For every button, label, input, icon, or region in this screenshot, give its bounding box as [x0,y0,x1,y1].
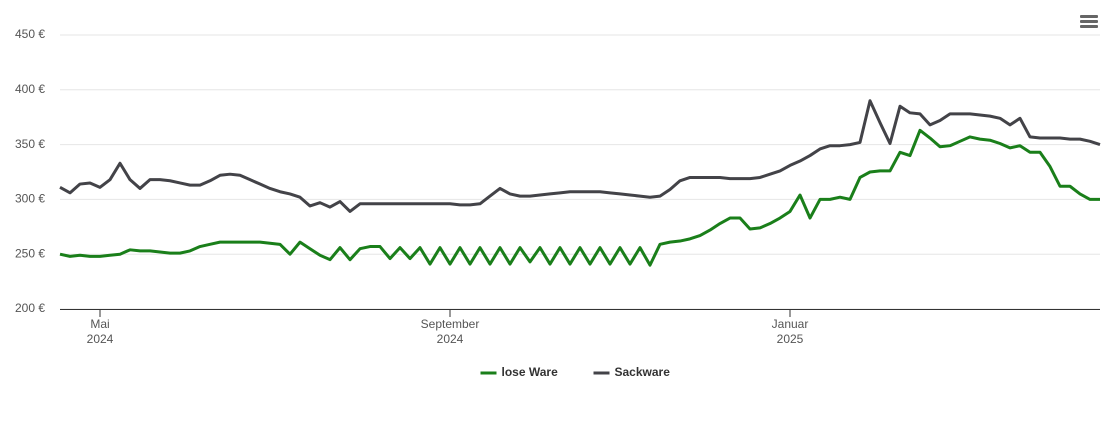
series-line [59,99,1101,213]
menu-icon[interactable] [1080,15,1098,28]
y-tick-label: 450 € [15,27,45,41]
x-tick-label: September 2024 [420,317,480,346]
legend-item[interactable]: Sackware [593,365,671,379]
legend-label[interactable]: lose Ware [502,365,559,379]
legend-item[interactable]: lose Ware [480,365,559,379]
x-tick-label: Mai 2024 [86,317,114,346]
y-tick-label: 400 € [15,82,45,96]
y-tick-label: 300 € [15,192,45,206]
legend-label[interactable]: Sackware [615,365,671,379]
y-tick-label: 250 € [15,246,45,260]
y-tick-label: 200 € [15,301,45,315]
x-tick-label: Januar 2025 [771,317,809,346]
y-tick-label: 350 € [15,137,45,151]
series-line [59,128,1100,267]
